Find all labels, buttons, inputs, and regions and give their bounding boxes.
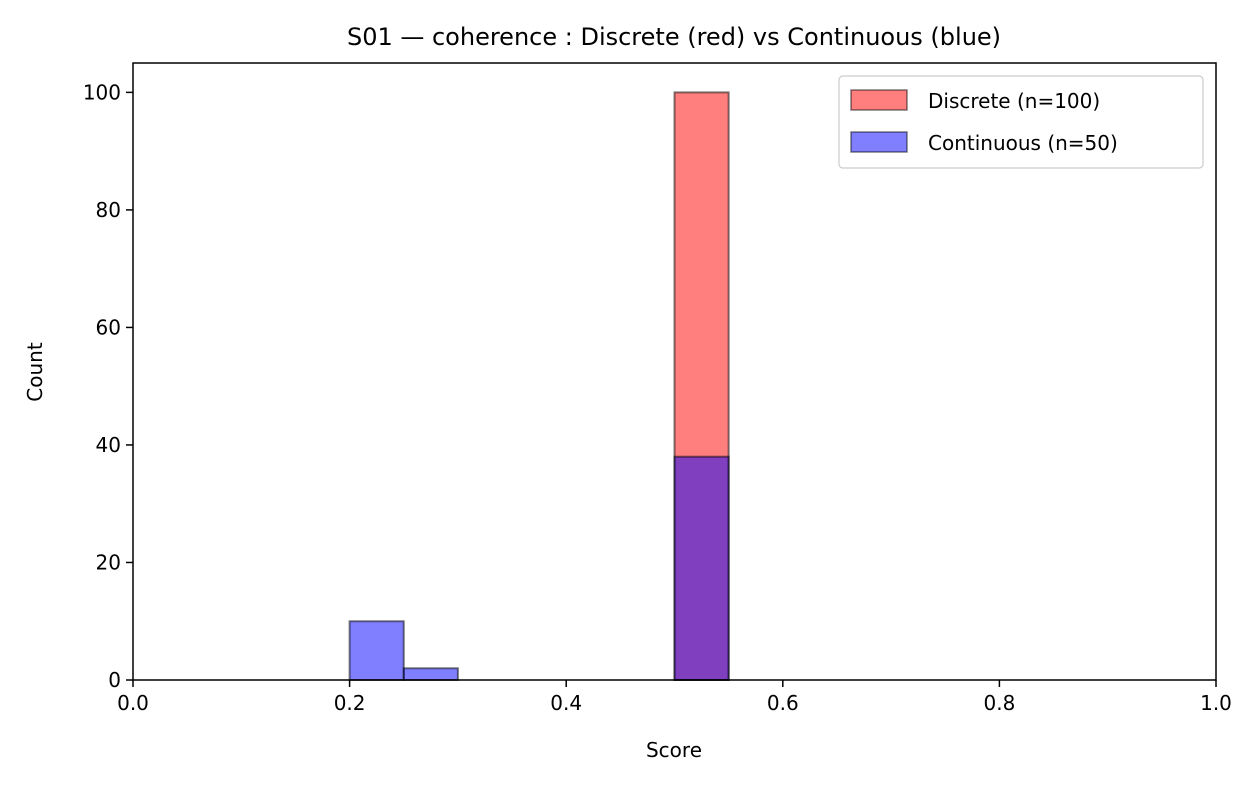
bar-series1-bin2 [673,455,730,682]
bar-series1-bin1 [402,667,459,682]
bar-series1-bin0 [348,620,405,682]
chart-title: S01 — coherence : Discrete (red) vs Cont… [347,23,1001,51]
legend-box [838,75,1204,169]
legend-label-continuous: Continuous (n=50) [928,131,1118,155]
y-tick-label: 40 [96,433,121,457]
x-axis-ticks: 0.0 0.2 0.4 0.6 0.8 1.0 [117,680,1232,715]
legend-label-discrete: Discrete (n=100) [928,89,1100,113]
x-tick-label: 0.4 [550,691,582,715]
y-axis-ticks: 0 20 40 60 80 100 [83,80,133,692]
bars-layer [348,91,730,682]
plot-frame [132,62,1217,681]
y-axis-label: Count [23,342,47,402]
x-axis-label: Score [646,738,702,762]
y-tick-label: 80 [96,198,121,222]
legend-swatch-discrete [850,89,908,111]
x-tick-label: 1.0 [1200,691,1232,715]
legend: Discrete (n=100) Continuous (n=50) [838,75,1204,169]
x-tick-label: 0.8 [983,691,1015,715]
legend-swatch-continuous [850,131,908,153]
y-tick-label: 0 [108,668,121,692]
x-tick-label: 0.6 [767,691,799,715]
y-tick-label: 60 [96,315,121,339]
x-tick-label: 0.0 [117,691,149,715]
y-tick-label: 20 [96,550,121,574]
y-tick-label: 100 [83,80,121,104]
x-tick-label: 0.2 [334,691,366,715]
